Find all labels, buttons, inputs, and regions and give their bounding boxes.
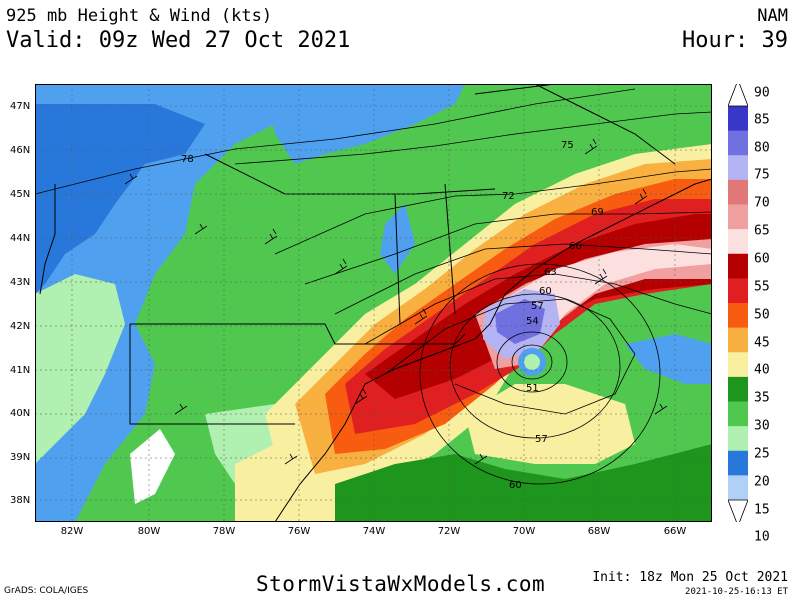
- colorbar-label: 20: [754, 474, 770, 490]
- lon-label: 78W: [212, 526, 236, 537]
- lat-label: 43N: [10, 277, 31, 288]
- wind-speed-colorbar: [728, 84, 748, 522]
- colorbar-label: 60: [754, 251, 770, 267]
- contour-label: 57: [531, 301, 544, 312]
- lon-label: 68W: [587, 526, 611, 537]
- lon-label: 80W: [137, 526, 161, 537]
- contour-label: 54: [526, 316, 539, 327]
- wind-map: 78 75 72 69 66 63 60 57 54 51 57 60: [35, 84, 712, 522]
- lat-label: 46N: [10, 145, 31, 156]
- colorbar-swatch: [728, 352, 748, 378]
- colorbar-swatch: [728, 106, 748, 132]
- grid-lines: [35, 84, 712, 522]
- contour-labels: 78 75 72 69 66 63 60 57 54 51 57 60: [181, 140, 604, 491]
- lat-label: 47N: [10, 101, 31, 112]
- contour-label: 72: [502, 191, 515, 202]
- lat-label: 38N: [10, 495, 31, 506]
- data-source-credit: GrADS: COLA/IGES: [4, 586, 89, 596]
- lat-label: 41N: [10, 365, 31, 376]
- colorbar-swatch: [728, 253, 748, 279]
- contour-label: 69: [591, 207, 604, 218]
- colorbar-label: 10: [754, 529, 770, 545]
- wind-barbs: [124, 138, 668, 465]
- colorbar-label: 55: [754, 279, 770, 295]
- forecast-hour: Hour: 39: [682, 28, 788, 53]
- lat-label: 39N: [10, 452, 31, 463]
- colorbar-swatch: [728, 475, 748, 500]
- colorbar-label: 40: [754, 362, 770, 378]
- lat-label: 44N: [10, 233, 31, 244]
- lon-label: 76W: [287, 526, 311, 537]
- colorbar-swatch: [728, 303, 748, 329]
- generated-timestamp: 2021-10-25-16:13 ET: [685, 587, 788, 597]
- colorbar-label: 85: [754, 112, 770, 128]
- valid-time: Valid: 09z Wed 27 Oct 2021: [6, 28, 351, 53]
- init-time: Init: 18z Mon 25 Oct 2021: [592, 570, 788, 585]
- lon-label: 74W: [362, 526, 386, 537]
- colorbar-label: 75: [754, 167, 770, 183]
- contour-label: 51: [526, 383, 539, 394]
- lat-label: 40N: [10, 408, 31, 419]
- colorbar-swatch: [728, 130, 748, 156]
- colorbar-label: 50: [754, 307, 770, 323]
- colorbar-swatch: [728, 204, 748, 230]
- contour-label: 63: [544, 267, 557, 278]
- site-watermark: StormVistaWxModels.com: [256, 572, 546, 596]
- colorbar-bottom-arrow: [728, 499, 748, 522]
- colorbar-swatch: [728, 376, 748, 402]
- colorbar-label: 15: [754, 502, 770, 518]
- wind-field-east-blue: [625, 334, 712, 384]
- model-name: NAM: [757, 6, 788, 26]
- wind-field-light-green-west: [35, 274, 125, 464]
- low-center-eye: [524, 354, 540, 370]
- state-boundaries: [39, 84, 676, 425]
- lon-label: 82W: [60, 526, 84, 537]
- lat-label: 42N: [10, 321, 31, 332]
- contour-label: 57: [535, 434, 548, 445]
- contour-label: 60: [509, 480, 522, 491]
- colorbar-swatch: [728, 155, 748, 181]
- contour-label: 78: [181, 154, 194, 165]
- lon-label: 66W: [663, 526, 687, 537]
- contour-label: 66: [569, 241, 582, 252]
- wind-field-west-blue-dark: [35, 104, 205, 294]
- colorbar-label: 65: [754, 223, 770, 239]
- colorbar-label: 70: [754, 195, 770, 211]
- colorbar-swatch: [728, 229, 748, 255]
- colorbar-label: 35: [754, 390, 770, 406]
- wind-field-south-band: [465, 384, 635, 464]
- contour-label: 75: [561, 140, 574, 151]
- colorbar-swatch: [728, 278, 748, 304]
- map-title: 925 mb Height & Wind (kts): [6, 6, 273, 26]
- map-border: [35, 84, 712, 522]
- wind-field-core-purple: [495, 299, 545, 344]
- colorbar-swatch: [728, 179, 748, 205]
- lon-label: 72W: [437, 526, 461, 537]
- colorbar-label: 45: [754, 335, 770, 351]
- wind-field-white-patch: [130, 429, 175, 504]
- colorbar-label: 30: [754, 418, 770, 434]
- wind-field-core-lightpink: [505, 244, 712, 354]
- colorbar-label: 25: [754, 446, 770, 462]
- colorbar-swatch: [728, 450, 748, 476]
- lat-label: 45N: [10, 189, 31, 200]
- colorbar-label: 90: [754, 85, 770, 101]
- lon-label: 70W: [512, 526, 536, 537]
- colorbar-top-arrow: [728, 84, 748, 107]
- colorbar-swatch: [728, 401, 748, 427]
- colorbar-swatch: [728, 327, 748, 353]
- colorbar-swatch: [728, 426, 748, 452]
- wind-field-north-blue: [265, 84, 465, 164]
- contour-label: 60: [539, 286, 552, 297]
- colorbar-label: 80: [754, 140, 770, 156]
